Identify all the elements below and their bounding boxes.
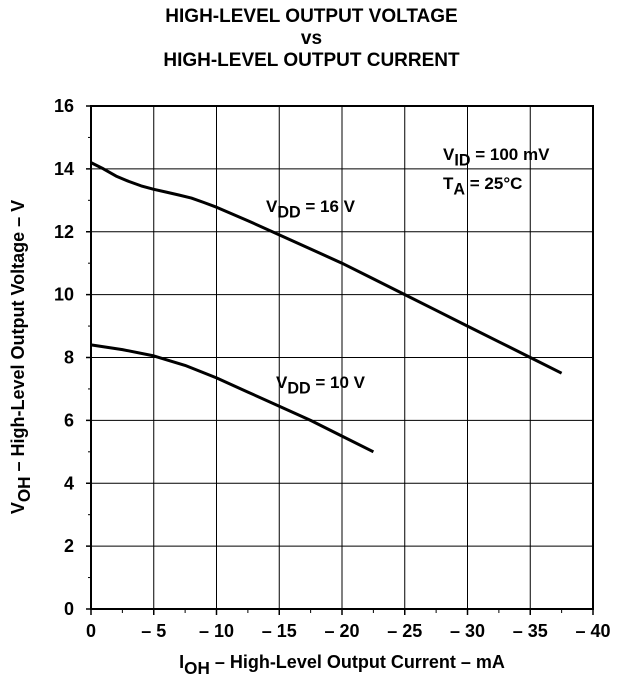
x-tick-label: – 30 xyxy=(450,621,485,641)
condition-vid: VID = 100 mV xyxy=(443,145,550,169)
labels: VDD = 16 V VDD = 10 V VID = 100 mV TA = 25°… xyxy=(8,145,550,678)
y-tick-label: 14 xyxy=(54,159,74,179)
x-tick-label: – 15 xyxy=(262,621,297,641)
x-tick-label: 0 xyxy=(86,621,96,641)
y-tick-label: 8 xyxy=(64,348,74,368)
y-tick-label: 16 xyxy=(54,96,74,116)
chart-title-line-1: HIGH-LEVEL OUTPUT VOLTAGE xyxy=(165,6,458,27)
x-tick-label: – 25 xyxy=(387,621,422,641)
y-axis-label: VOH – High-Level Output Voltage – V xyxy=(8,200,34,514)
series-line-1 xyxy=(90,343,375,454)
chart-title-line-2: vs xyxy=(300,28,323,49)
y-tick-label: 12 xyxy=(54,222,74,242)
x-tick-label: – 35 xyxy=(513,621,548,641)
condition-ta: TA = 25°C xyxy=(443,174,522,198)
y-tick-label: 10 xyxy=(54,285,74,305)
x-axis-label: IOH – High-Level Output Current – mA xyxy=(179,652,505,678)
x-tick-label: – 20 xyxy=(324,621,359,641)
x-tick-label: – 5 xyxy=(141,621,166,641)
y-tick-label: 0 xyxy=(64,599,74,619)
axis-ticks: 0 – 5 – 10 – 15 – 20 – 25 – 30 – 35 – 40 0 2 4 6 8 10 1… xyxy=(54,96,611,641)
y-tick-label: 4 xyxy=(64,473,74,493)
x-tick-label: – 10 xyxy=(199,621,234,641)
x-tick-label: – 40 xyxy=(575,621,610,641)
chart-title-line-3: HIGH-LEVEL OUTPUT CURRENT xyxy=(163,50,460,71)
series-lines xyxy=(90,161,563,454)
y-tick-label: 2 xyxy=(64,536,74,556)
series-label-vdd-16: VDD = 16 V xyxy=(266,197,356,221)
series-label-vdd-10: VDD = 10 V xyxy=(276,373,366,397)
y-tick-label: 6 xyxy=(64,410,74,430)
series-line-0 xyxy=(90,161,563,375)
